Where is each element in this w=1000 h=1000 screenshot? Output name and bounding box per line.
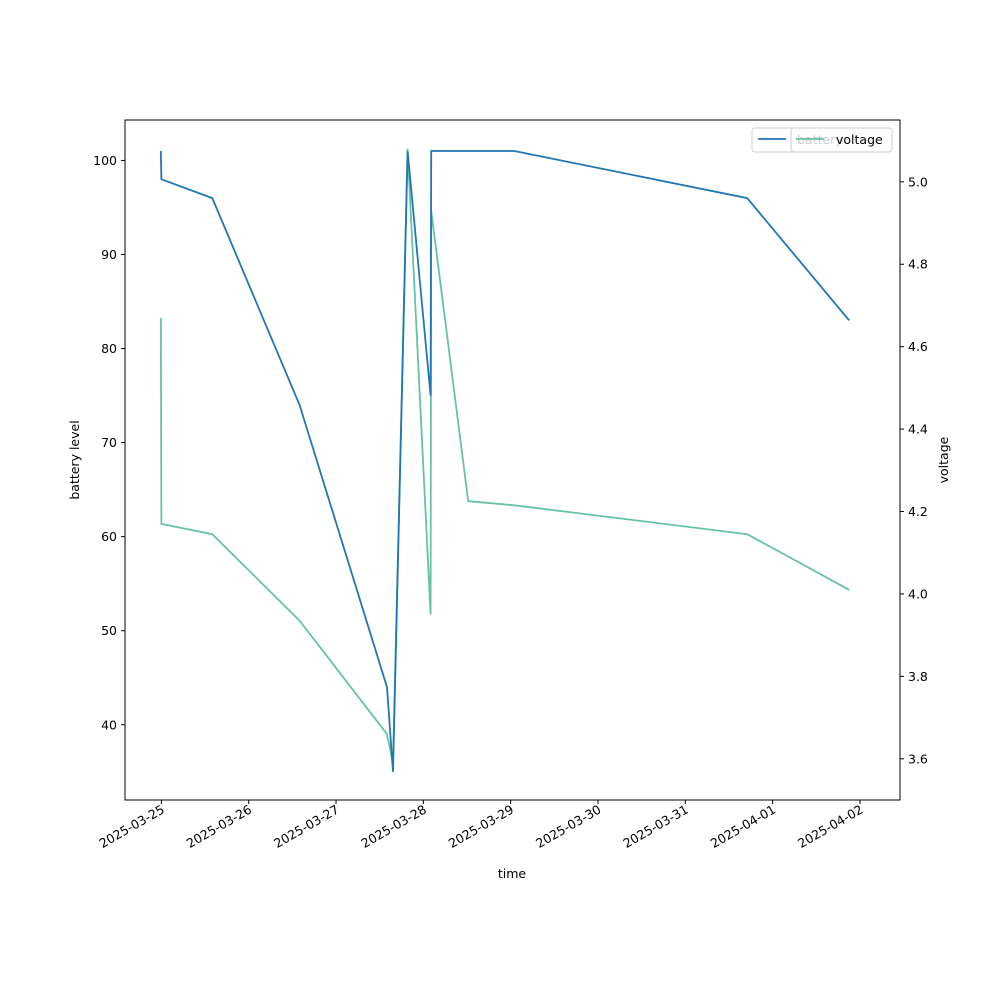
right-y-axis-ticks: 3.6 3.8 4.0 4.2 4.4 4.6 4.8 5.0 <box>900 174 928 766</box>
right-y-tick-label: 4.6 <box>908 339 928 354</box>
left-y-tick-label: 40 <box>101 717 117 732</box>
x-tick-label: 2025-03-29 <box>446 802 516 851</box>
right-y-tick-label: 4.4 <box>908 422 928 437</box>
legend-voltage-label: voltage <box>836 132 883 147</box>
x-tick-label: 2025-03-26 <box>184 802 254 851</box>
left-y-tick-label: 90 <box>101 247 117 262</box>
x-axis-label: time <box>498 866 527 881</box>
x-tick-label: 2025-03-30 <box>533 802 603 851</box>
right-y-tick-label: 3.6 <box>908 751 928 766</box>
x-tick-label: 2025-03-31 <box>620 802 690 851</box>
left-y-tick-label: 70 <box>101 435 117 450</box>
legend-voltage: voltage <box>790 127 893 153</box>
right-y-tick-label: 4.8 <box>908 257 928 272</box>
right-y-tick-label: 4.0 <box>908 586 928 601</box>
x-tick-label: 2025-04-01 <box>708 802 778 851</box>
x-tick-label: 2025-03-27 <box>271 802 341 851</box>
axes-frame <box>124 119 901 801</box>
x-tick-label: 2025-03-28 <box>358 802 428 851</box>
left-y-tick-label: 100 <box>93 153 117 168</box>
right-y-tick-label: 5.0 <box>908 174 928 189</box>
left-y-axis-label: battery level <box>67 420 82 499</box>
left-y-tick-label: 80 <box>101 341 117 356</box>
plot-lines <box>159 148 850 772</box>
x-axis-ticks: 2025-03-25 2025-03-26 2025-03-27 2025-03-28… <box>96 800 865 851</box>
x-tick-label: 2025-04-02 <box>795 802 865 851</box>
right-y-tick-label: 3.8 <box>908 669 928 684</box>
x-tick-label: 2025-03-25 <box>96 802 166 851</box>
left-y-axis-ticks: 40 50 60 70 80 90 100 <box>93 153 125 732</box>
right-y-axis-label: voltage <box>936 436 951 483</box>
series-line-voltage <box>159 148 850 764</box>
left-y-tick-label: 60 <box>101 529 117 544</box>
right-y-tick-label: 4.2 <box>908 504 928 519</box>
left-y-tick-label: 50 <box>101 623 117 638</box>
series-line-battery <box>159 150 850 772</box>
